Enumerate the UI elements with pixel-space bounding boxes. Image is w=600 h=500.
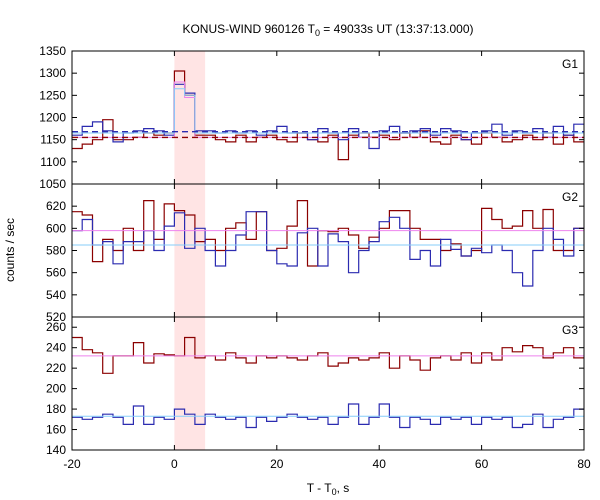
series-line-2 [72, 403, 584, 429]
panel-label: G2 [562, 190, 578, 204]
y-tick-label: 180 [46, 402, 66, 416]
panel-frame [71, 50, 585, 185]
y-tick-label: 620 [46, 199, 66, 213]
y-tick-label: 220 [46, 361, 66, 375]
y-tick-label: 140 [46, 443, 66, 457]
series-line-4 [72, 88, 584, 134]
y-tick-label: 1150 [40, 133, 66, 147]
x-axis-label: T - T0, s [307, 481, 350, 497]
x-tick-label: 0 [171, 457, 178, 471]
highlight-band [174, 51, 206, 184]
y-tick-label: 540 [46, 288, 66, 302]
y-tick-label: 240 [46, 341, 66, 355]
panel-label: G3 [562, 323, 578, 337]
series-line-1 [72, 336, 584, 374]
x-tick-label: 60 [475, 457, 489, 471]
y-axis-label: counts / sec [3, 218, 17, 282]
panel-frame [71, 316, 585, 451]
highlight-band [174, 317, 206, 450]
panel-g2: 520 540 560 580 600 620 G2 [46, 183, 585, 324]
y-tick-label: 520 [46, 310, 66, 324]
y-tick-label: 200 [46, 382, 66, 396]
x-tick-label: 40 [373, 457, 387, 471]
highlight-band [174, 184, 206, 317]
xlabel-subscript: 0 [332, 487, 337, 497]
title-main: KONUS-WIND 960126 T [182, 22, 315, 36]
series-line-1 [72, 70, 584, 161]
x-tick-label: 80 [577, 457, 591, 471]
figure-title: KONUS-WIND 960126 T0 = 49033s UT (13:37:… [182, 22, 473, 38]
y-tick-label: 1200 [39, 111, 66, 125]
panels-container: 1050110011501200125013001350G15205405605… [39, 44, 591, 471]
y-tick-label: 1100 [40, 155, 66, 169]
y-tick-label: 260 [46, 320, 66, 334]
title-rest: = 49033s UT (13:37:13.000) [320, 22, 474, 36]
y-tick-label: 560 [46, 266, 66, 280]
panel-g1: 1050 1100 1150 1200 1250 1300 1350 G1 [39, 44, 585, 191]
series-line-2 [72, 211, 584, 287]
y-tick-label: 1050 [39, 177, 66, 191]
y-tick-label: 1350 [39, 44, 66, 58]
xlabel-rest: , s [337, 481, 350, 495]
y-tick-label: 160 [46, 423, 66, 437]
panel-label: G1 [562, 57, 578, 71]
x-tick-label: -20 [63, 457, 81, 471]
y-tick-label: 1300 [39, 66, 66, 80]
title-subscript: 0 [315, 28, 320, 38]
y-tick-label: 1250 [39, 88, 66, 102]
x-tick-label: 20 [270, 457, 284, 471]
xlabel-main: T - T [307, 481, 333, 495]
y-tick-label: 580 [46, 244, 66, 258]
panel-g3: 140 160 180 200 220 240 260 -20 0 20 40 60 80 G3 [46, 316, 591, 471]
y-tick-label: 600 [46, 221, 66, 235]
